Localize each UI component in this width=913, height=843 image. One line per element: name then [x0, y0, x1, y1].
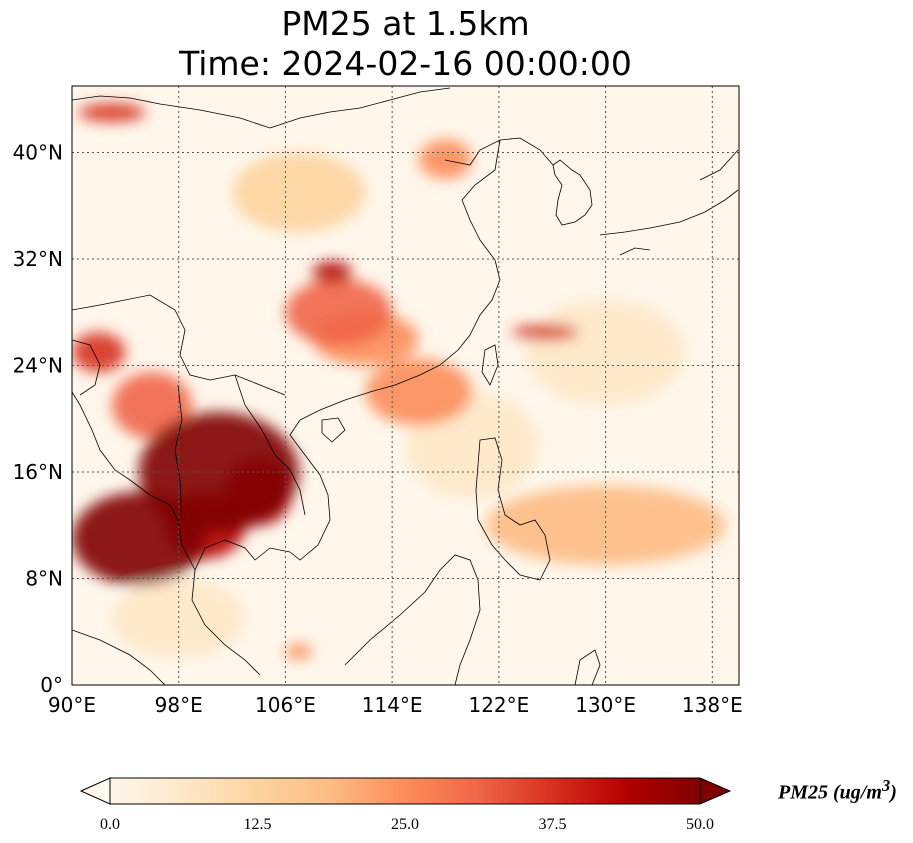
pm25-blob-11: [485, 485, 726, 566]
colorbar-tick-0: 0.0: [100, 816, 120, 833]
borneo-coast: [344, 554, 481, 685]
pm25-blob-12: [78, 103, 146, 122]
map-subtitle: Time: 2024-02-16 00:00:00: [179, 44, 632, 83]
colorbar-extend-low: [79, 777, 111, 805]
colorbar-tick-2: 25.0: [391, 816, 419, 833]
sumatra-coast: [72, 629, 166, 685]
peninsula-coast: [72, 391, 291, 676]
pm25-blob-14: [232, 152, 366, 233]
lat-tick-4: 32°N: [13, 247, 63, 271]
map-area: [71, 85, 740, 686]
map-frame: [71, 85, 740, 686]
taiwan-coast: [481, 344, 499, 386]
pm25-blob-5: [112, 372, 193, 439]
longitude-tick-labels: 90°E 98°E 106°E 114°E 122°E 130°E 138°E: [48, 693, 743, 717]
lon-tick-1: 98°E: [155, 693, 203, 717]
coastlines: [72, 87, 739, 685]
japan-coast: [599, 149, 739, 256]
pm25-blob-6: [285, 279, 393, 346]
lat-tick-3: 24°N: [13, 354, 63, 378]
china-coast: [299, 137, 554, 421]
colorbar-fill: [110, 778, 700, 804]
latitude-tick-labels: 0° 8°N 16°N 24°N 32°N 40°N: [13, 141, 63, 697]
colorbar-extend-high: [699, 777, 732, 805]
sulawesi-coast: [574, 649, 601, 685]
colorbar: 0.0 12.5 25.0 37.5 50.0: [79, 777, 732, 833]
map-title: PM25 at 1.5km: [281, 4, 530, 43]
pm25-blob-16: [112, 578, 246, 659]
indochina-borders: [174, 374, 306, 521]
lon-tick-3: 114°E: [362, 693, 423, 717]
southwest-borders: [72, 294, 286, 396]
pm25-blob-13: [418, 139, 473, 180]
lat-tick-2: 16°N: [13, 460, 63, 484]
hainan-coast: [321, 417, 346, 443]
lon-tick-6: 138°E: [682, 693, 743, 717]
vietnam-coast: [289, 419, 331, 561]
korea-coast: [552, 159, 593, 226]
pm25-blob-7: [312, 261, 353, 284]
colorbar-label: PM25 (ug/m3): [778, 776, 897, 804]
lat-tick-5: 40°N: [13, 141, 63, 165]
lon-tick-0: 90°E: [48, 693, 96, 717]
colorbar-tick-1: 12.5: [244, 816, 272, 833]
philippines-coast: [475, 437, 551, 581]
pm25-blob-9: [365, 358, 473, 426]
colorbar-frame: [109, 777, 701, 805]
colorbar-tick-3: 37.5: [539, 816, 567, 833]
graticule: [72, 86, 739, 685]
lat-tick-1: 8°N: [25, 567, 63, 591]
lat-tick-0: 0°: [40, 673, 63, 697]
pm25-blob-17: [285, 643, 313, 660]
mongolia-border: [72, 87, 451, 129]
lon-tick-2: 106°E: [255, 693, 316, 717]
colorbar-tick-4: 50.0: [686, 816, 714, 833]
lon-tick-4: 122°E: [468, 693, 529, 717]
colorbar-tick-labels: 0.0 12.5 25.0 37.5 50.0: [100, 816, 714, 833]
lon-tick-5: 130°E: [575, 693, 636, 717]
pm25-blob-4: [72, 332, 126, 373]
pm25-blob-10: [512, 324, 579, 341]
bangladesh-border: [72, 339, 101, 396]
